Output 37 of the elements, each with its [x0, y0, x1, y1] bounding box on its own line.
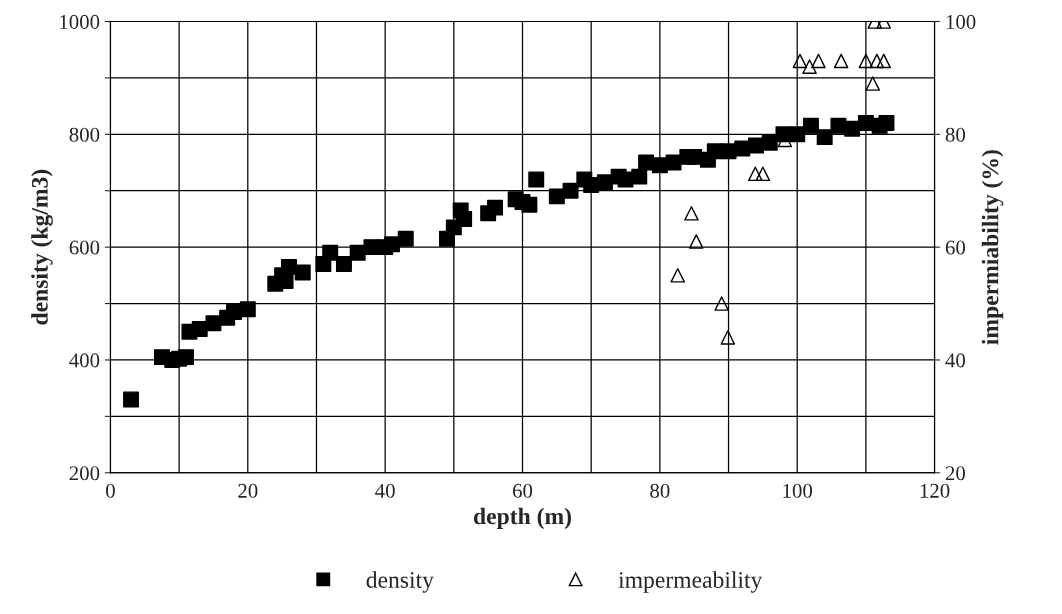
y2-tick-label: 60 — [945, 240, 966, 255]
point — [792, 53, 808, 69]
point — [755, 166, 771, 182]
x-tick-label: 120 — [920, 483, 950, 498]
y2-tick-label: 100 — [946, 14, 976, 29]
point — [833, 53, 849, 69]
y-tick-label: 400 — [69, 353, 100, 368]
point — [811, 53, 826, 69]
point — [688, 234, 704, 249]
x-tick-label: 20 — [238, 483, 258, 498]
y-axis-title: density (kg/m3) — [31, 169, 53, 325]
point — [670, 268, 685, 283]
x-tick-label: 80 — [650, 483, 670, 498]
y2-axis-title: impermiability (%) — [981, 150, 1004, 345]
legend-label: density — [366, 571, 434, 593]
point — [869, 53, 885, 69]
point — [684, 206, 699, 221]
point — [720, 330, 736, 345]
y2-tick-label: 80 — [945, 127, 966, 142]
y2-tick-label: 40 — [945, 353, 966, 368]
x-tick-label: 60 — [512, 483, 533, 498]
x-tick-label: 100 — [783, 483, 813, 498]
point — [865, 76, 881, 91]
point — [858, 53, 874, 69]
y-tick-label: 800 — [69, 127, 100, 142]
point — [714, 296, 729, 311]
y-tick-label: 200 — [69, 466, 100, 481]
legend-label: impermeability — [618, 571, 763, 593]
point — [748, 166, 763, 182]
x-tick-label: 40 — [375, 483, 395, 498]
point — [802, 59, 817, 74]
x-tick-label: 0 — [106, 483, 115, 498]
y-tick-label: 600 — [69, 240, 100, 255]
y2-tick-label: 20 — [945, 466, 966, 481]
x-axis-title: depth (m) — [473, 507, 571, 530]
point — [876, 53, 892, 69]
y-tick-label: 1000 — [60, 14, 100, 29]
